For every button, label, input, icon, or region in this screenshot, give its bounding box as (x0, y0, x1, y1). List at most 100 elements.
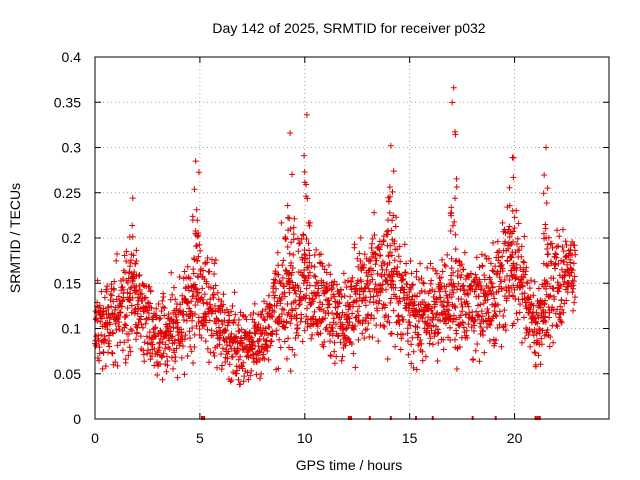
data-point (228, 376, 235, 383)
data-point (199, 285, 206, 292)
data-point (356, 303, 363, 310)
data-point (144, 307, 151, 314)
data-point (511, 224, 518, 231)
data-point (518, 339, 525, 346)
data-point (228, 308, 235, 315)
data-point (542, 221, 549, 228)
data-point (280, 257, 287, 264)
data-point (459, 303, 466, 310)
data-point (551, 262, 558, 269)
data-point (106, 343, 113, 350)
data-point (354, 308, 361, 315)
data-point (287, 130, 294, 137)
data-point (125, 331, 132, 338)
data-point (263, 343, 270, 350)
data-point (263, 300, 270, 307)
data-point (323, 269, 330, 276)
data-point (379, 305, 386, 312)
data-point (317, 251, 324, 258)
data-point (331, 278, 338, 285)
data-point (424, 264, 431, 271)
data-point (391, 257, 398, 264)
data-point (420, 280, 427, 287)
data-point (179, 343, 186, 350)
data-point (133, 323, 140, 330)
data-point (405, 351, 412, 358)
data-point (212, 308, 219, 315)
data-point (499, 268, 506, 275)
data-point (384, 231, 391, 238)
x-tick-label: 20 (507, 430, 523, 446)
data-point (147, 287, 154, 294)
data-point (244, 369, 251, 376)
data-point (128, 257, 135, 264)
data-point (184, 263, 191, 270)
data-point (132, 260, 139, 267)
data-point (149, 341, 156, 348)
data-point (398, 335, 405, 342)
data-point (325, 301, 332, 308)
data-point (136, 286, 143, 293)
data-point (383, 266, 390, 273)
data-point (137, 316, 144, 323)
data-point (404, 281, 411, 288)
data-point (530, 292, 537, 299)
data-point (123, 248, 130, 255)
data-point (397, 258, 404, 265)
data-point (268, 303, 275, 310)
data-point (421, 308, 428, 315)
data-point (367, 294, 374, 301)
data-point (191, 256, 198, 263)
data-point (134, 310, 141, 317)
data-point (94, 354, 101, 361)
data-point (250, 338, 257, 345)
data-point (119, 327, 126, 334)
data-point (533, 340, 540, 347)
data-point (136, 282, 143, 289)
data-point (211, 303, 218, 310)
data-point (292, 305, 299, 312)
data-point (558, 319, 565, 326)
data-point (192, 302, 199, 309)
data-point (551, 296, 558, 303)
data-point (489, 283, 496, 290)
data-point (338, 357, 345, 364)
data-point (126, 344, 133, 351)
data-point (295, 332, 302, 339)
data-point (146, 283, 153, 290)
data-point (502, 238, 509, 245)
data-point (365, 285, 372, 292)
chart-title: Day 142 of 2025, SRMTID for receiver p03… (212, 20, 485, 36)
data-point (136, 271, 143, 278)
data-point (385, 216, 392, 223)
data-point (290, 299, 297, 306)
data-point (458, 271, 465, 278)
data-point (174, 374, 181, 381)
data-point (381, 323, 388, 330)
data-point (301, 327, 308, 334)
data-point (261, 355, 268, 362)
data-point (168, 269, 175, 276)
data-point (202, 338, 209, 345)
data-point (544, 241, 551, 248)
data-point (195, 169, 202, 176)
data-point (427, 260, 434, 267)
data-point (547, 292, 554, 299)
data-point (164, 362, 171, 369)
data-point (185, 287, 192, 294)
data-point (397, 298, 404, 305)
y-tick-label: 0 (73, 411, 81, 427)
data-point (418, 275, 425, 282)
data-point (329, 285, 336, 292)
data-point (311, 263, 318, 270)
data-point (505, 245, 512, 252)
data-point (498, 286, 505, 293)
data-point (320, 343, 327, 350)
data-point (366, 298, 373, 305)
data-point (319, 301, 326, 308)
data-point (547, 333, 554, 340)
data-point (400, 316, 407, 323)
data-point (122, 269, 129, 276)
data-point (283, 318, 290, 325)
data-point (356, 250, 363, 257)
